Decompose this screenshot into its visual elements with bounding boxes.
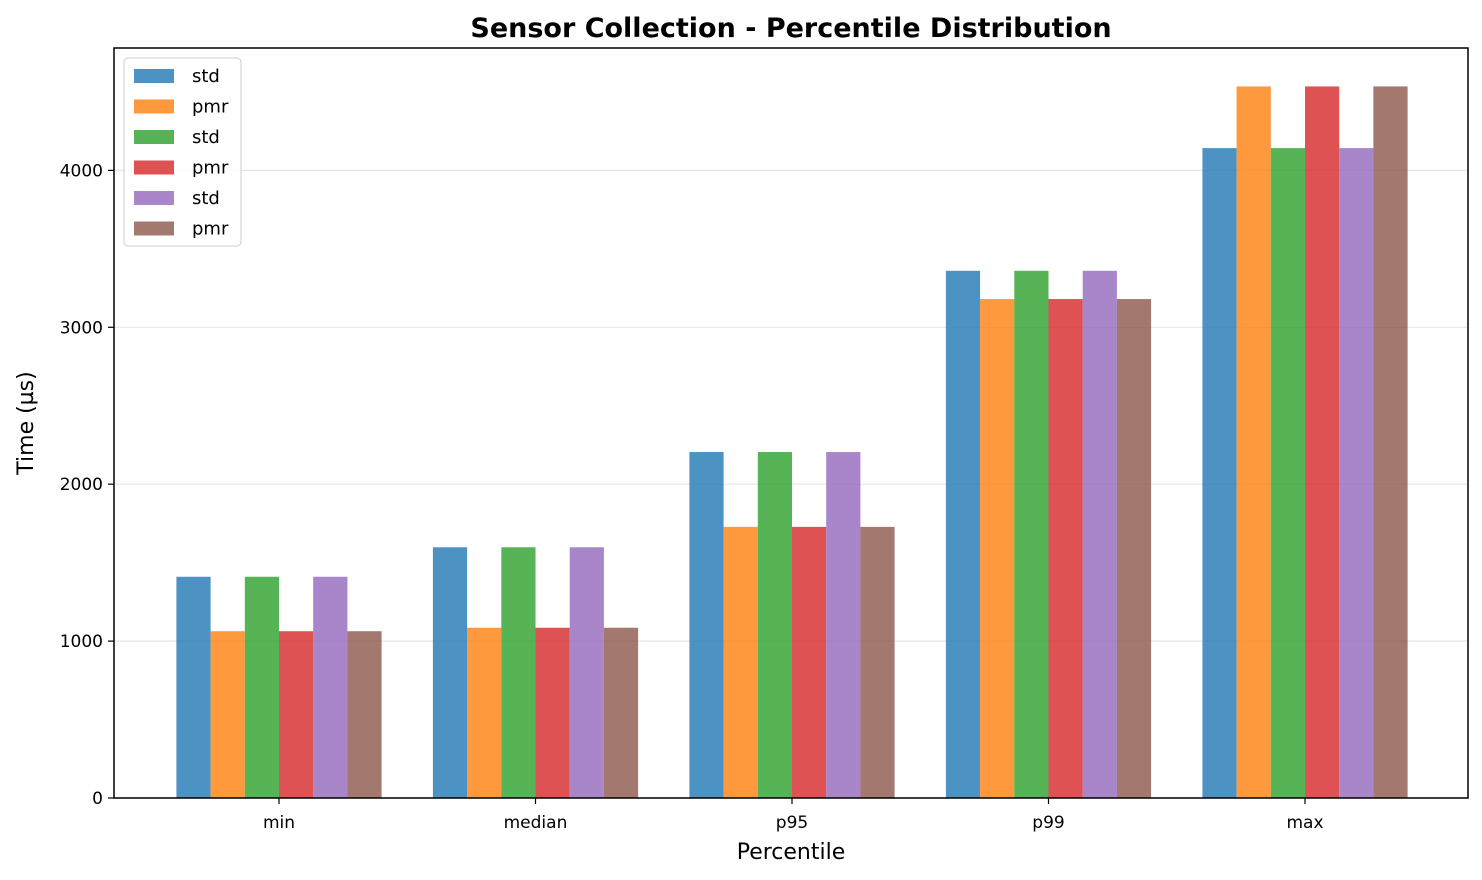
legend-label: pmr — [192, 97, 229, 118]
legend-label: std — [192, 66, 220, 87]
bar-pmr-min — [347, 631, 382, 798]
y-tick-label: 2000 — [60, 475, 103, 495]
bar-pmr-max — [1305, 86, 1340, 799]
x-tick-label: max — [1286, 813, 1323, 833]
legend-swatch — [134, 130, 174, 144]
bar-std-p95 — [757, 452, 792, 798]
bar-pmr-p99 — [1048, 299, 1083, 798]
bar-pmr-p95 — [860, 526, 895, 798]
legend-swatch — [134, 99, 174, 114]
bar-pmr-min — [279, 631, 314, 798]
x-tick-label: min — [263, 813, 295, 833]
legend-label: pmr — [192, 158, 229, 179]
bar-pmr-median — [603, 627, 639, 798]
plot-frame — [113, 47, 1469, 799]
y-tick-label: 4000 — [60, 161, 103, 181]
legend-swatch — [134, 160, 174, 175]
bar-pmr-p99 — [980, 299, 1015, 798]
bar-pmr-max — [1236, 86, 1271, 799]
bar-pmr-p99 — [1116, 299, 1152, 798]
x-tick-label: p95 — [776, 813, 808, 833]
y-tick-label: 0 — [92, 789, 103, 809]
legend: std pmr std pmr std pmr — [123, 57, 242, 247]
legend-swatch — [134, 191, 174, 205]
bars — [176, 86, 1408, 799]
bar-std-p99 — [1082, 270, 1117, 798]
bar-pmr-p95 — [792, 526, 827, 798]
x-tick-label: median — [504, 813, 568, 833]
bar-std-p99 — [945, 270, 981, 798]
bar-std-median — [569, 547, 604, 798]
y-axis: 0 1000 2000 3000 4000 — [60, 161, 114, 809]
bar-pmr-median — [467, 627, 502, 798]
x-tick-label: p99 — [1032, 813, 1064, 833]
bar-std-p99 — [1014, 270, 1049, 798]
bar-std-min — [176, 576, 211, 798]
y-tick-label: 1000 — [60, 632, 103, 652]
chart-title: Sensor Collection - Percentile Distribut… — [470, 13, 1111, 44]
y-tick-label: 3000 — [60, 318, 103, 338]
bar-std-max — [1270, 148, 1305, 798]
legend-swatch — [134, 69, 174, 83]
legend-label: pmr — [192, 219, 229, 240]
bar-pmr-median — [535, 627, 570, 798]
legend-label: std — [192, 127, 220, 148]
x-axis: min median p95 p99 max — [263, 798, 1324, 833]
bar-std-max — [1339, 148, 1374, 798]
legend-label: std — [192, 188, 220, 209]
legend-swatch — [134, 221, 174, 236]
bar-std-p95 — [826, 452, 861, 798]
bar-std-p95 — [689, 452, 724, 798]
bar-std-min — [313, 576, 348, 798]
y-axis-label: Time (µs) — [14, 371, 39, 475]
bar-std-max — [1202, 148, 1237, 798]
x-axis-label: Percentile — [737, 840, 846, 865]
bar-std-median — [432, 547, 468, 798]
bar-std-min — [244, 576, 279, 798]
bar-pmr-min — [210, 631, 245, 798]
bar-std-median — [501, 547, 536, 798]
bar-pmr-p95 — [723, 526, 758, 798]
bar-pmr-max — [1373, 86, 1408, 799]
